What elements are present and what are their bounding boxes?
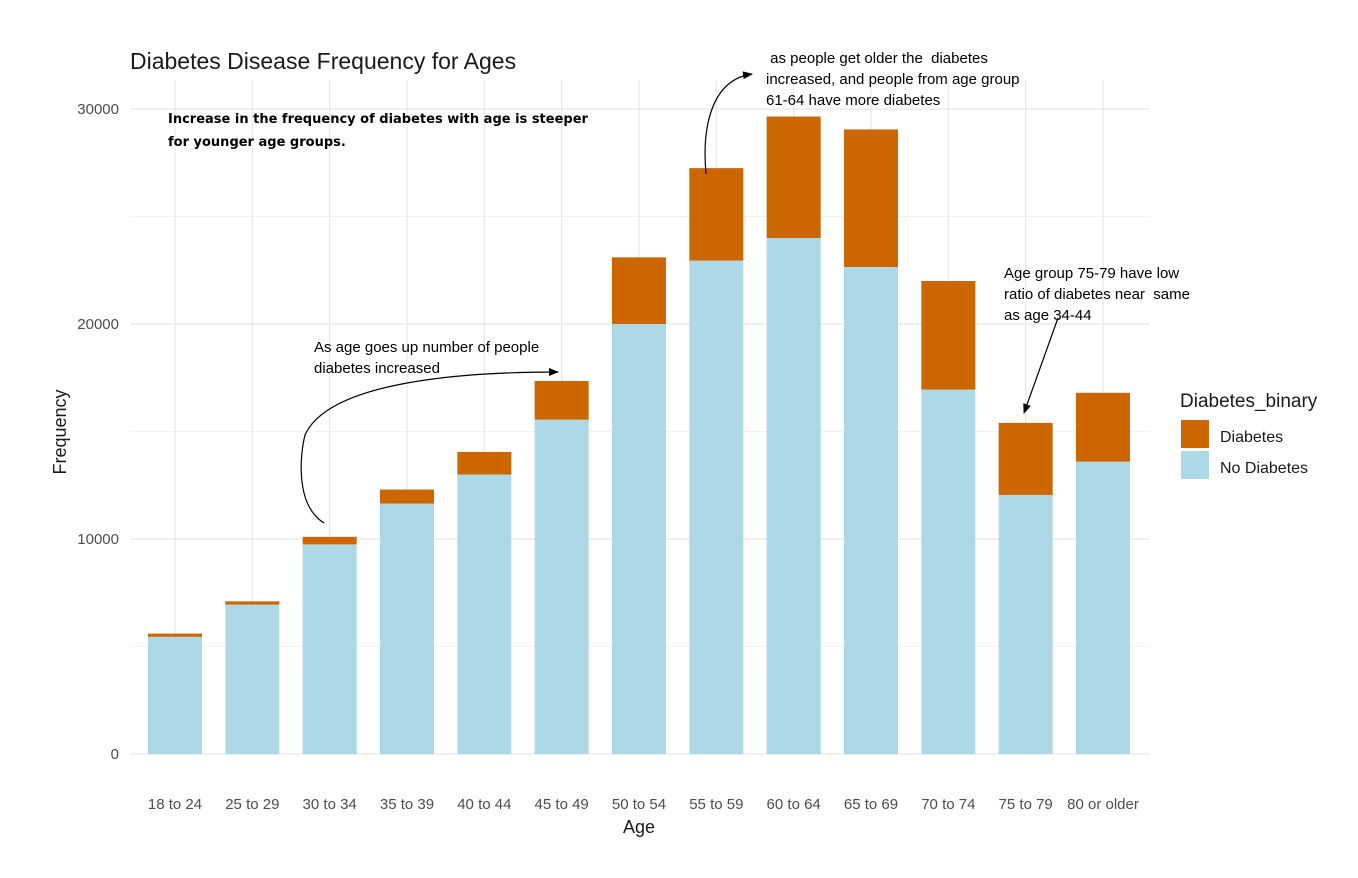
bar-diabetes-11: [998, 422, 1053, 495]
bar-no-diabetes-1: [225, 604, 280, 754]
bar-no-diabetes-10: [921, 389, 976, 754]
y-axis-title: Frequency: [50, 389, 70, 474]
y-tick-label: 20000: [77, 316, 119, 333]
bar-no-diabetes-4: [457, 474, 512, 754]
annotation-older-line-2: increased, and people from age group: [766, 71, 1020, 88]
bar-diabetes-9: [844, 129, 898, 268]
y-tick-label: 10000: [77, 531, 119, 548]
bar-no-diabetes-0: [148, 636, 202, 754]
arrow-age-up: [300, 368, 559, 524]
x-tick-label: 35 to 39: [380, 796, 434, 813]
legend-label-diabetes: Diabetes: [1220, 429, 1283, 446]
bars: [148, 116, 1130, 754]
y-tick-labels: 0 10000 20000 30000: [77, 101, 119, 763]
bar-diabetes-2: [302, 536, 357, 545]
legend-label-no-diabetes: No Diabetes: [1220, 460, 1308, 477]
bar-no-diabetes-6: [612, 324, 666, 754]
bar-diabetes-7: [689, 168, 744, 261]
x-tick-labels: 18 to 24 25 to 29 30 to 34 35 to 39 40 to 44…: [148, 796, 1139, 813]
annotation-top-left-line-2: for younger age groups.: [168, 135, 346, 150]
x-tick-label: 60 to 64: [767, 796, 821, 813]
x-tick-label: 80 or older: [1067, 796, 1139, 813]
x-tick-label: 50 to 54: [612, 796, 666, 813]
bar-diabetes-6: [612, 257, 666, 324]
x-tick-label: 30 to 34: [303, 796, 357, 813]
bar-diabetes-10: [921, 281, 976, 390]
annotation-older: as people get older the diabetes increas…: [766, 50, 1024, 109]
arrow-older: [704, 71, 753, 175]
bar-no-diabetes-5: [534, 419, 589, 754]
annotation-age-up: As age goes up number of people diabetes…: [314, 339, 543, 377]
annotation-group-75-line-1: Age group 75-79 have low: [1004, 265, 1179, 282]
bar-no-diabetes-9: [844, 267, 898, 754]
x-axis-title: Age: [623, 817, 655, 837]
bar-no-diabetes-8: [766, 238, 821, 754]
bar-no-diabetes-3: [380, 503, 434, 754]
annotation-age-up-line-1: As age goes up number of people: [314, 339, 539, 356]
annotation-top-left-line-1: Increase in the frequency of diabetes wi…: [168, 112, 589, 127]
bar-diabetes-1: [225, 601, 280, 605]
x-tick-label: 55 to 59: [689, 796, 743, 813]
annotation-group-75: Age group 75-79 have low ratio of diabet…: [1004, 265, 1194, 324]
bar-diabetes-5: [534, 380, 589, 420]
x-tick-label: 75 to 79: [999, 796, 1053, 813]
x-tick-label: 70 to 74: [921, 796, 975, 813]
bar-diabetes-12: [1076, 392, 1130, 462]
x-tick-label: 65 to 69: [844, 796, 898, 813]
chart-title: Diabetes Disease Frequency for Ages: [130, 48, 516, 74]
y-tick-label: 0: [111, 746, 119, 763]
bar-no-diabetes-2: [302, 544, 357, 754]
legend-swatch-no-diabetes: [1181, 451, 1209, 479]
x-tick-label: 45 to 49: [535, 796, 589, 813]
legend-title: Diabetes_binary: [1180, 391, 1318, 412]
y-tick-label: 30000: [77, 101, 119, 118]
bar-no-diabetes-11: [998, 494, 1053, 754]
annotation-group-75-line-2: ratio of diabetes near same: [1004, 286, 1190, 303]
bar-diabetes-0: [148, 633, 202, 637]
bar-diabetes-4: [457, 451, 512, 475]
annotation-top-left: Increase in the frequency of diabetes wi…: [168, 112, 592, 150]
bar-diabetes-8: [766, 116, 821, 238]
x-tick-label: 25 to 29: [225, 796, 279, 813]
bar-no-diabetes-12: [1076, 461, 1130, 754]
annotation-group-75-line-3: as age 34-44: [1004, 307, 1092, 324]
annotation-age-up-line-2: diabetes increased: [314, 360, 440, 377]
arrow-group-75: [1023, 317, 1059, 414]
bar-diabetes-3: [380, 489, 434, 504]
annotation-older-line-1: as people get older the diabetes: [766, 50, 988, 67]
x-tick-label: 18 to 24: [148, 796, 202, 813]
x-tick-label: 40 to 44: [457, 796, 511, 813]
bar-no-diabetes-7: [689, 260, 744, 754]
legend-swatch-diabetes: [1181, 420, 1209, 448]
annotation-older-line-3: 61-64 have more diabetes: [766, 92, 940, 109]
